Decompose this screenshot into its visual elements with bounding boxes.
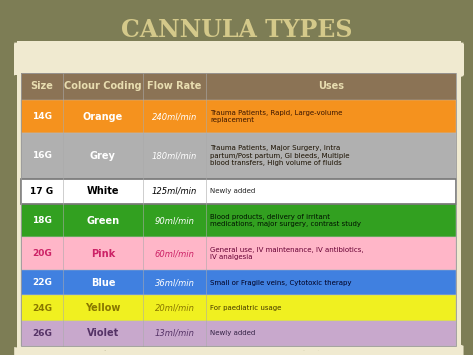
Bar — [21, 73, 456, 346]
Text: Newly added: Newly added — [210, 189, 255, 195]
Text: Grey: Grey — [90, 151, 116, 161]
Bar — [21, 270, 456, 295]
Text: Yellow: Yellow — [85, 303, 121, 313]
Text: 125ml/min: 125ml/min — [152, 187, 197, 196]
Bar — [17, 41, 461, 350]
Text: CANNULA TYPES: CANNULA TYPES — [121, 18, 352, 42]
Bar — [14, 44, 464, 75]
Text: Size: Size — [31, 81, 53, 92]
Text: For paediatric usage: For paediatric usage — [210, 305, 281, 311]
Text: 90ml/min: 90ml/min — [155, 216, 194, 225]
Text: Flow Rate: Flow Rate — [148, 81, 202, 92]
Text: 13ml/min: 13ml/min — [155, 329, 194, 338]
Text: 60ml/min: 60ml/min — [155, 249, 194, 258]
Bar — [21, 237, 456, 270]
Polygon shape — [14, 342, 464, 355]
Bar — [21, 73, 456, 100]
Text: 22G: 22G — [32, 278, 52, 287]
Text: Small or Fragile veins, Cytotoxic therapy: Small or Fragile veins, Cytotoxic therap… — [210, 280, 351, 286]
Bar — [21, 179, 456, 204]
Text: Trauma Patients, Rapid, Large-volume
replacement: Trauma Patients, Rapid, Large-volume rep… — [210, 110, 342, 123]
Text: Orange: Orange — [83, 111, 123, 122]
Text: 24G: 24G — [32, 304, 52, 313]
Text: General use, IV maintenance, IV antibiotics,
IV analgesia: General use, IV maintenance, IV antibiot… — [210, 247, 364, 260]
Text: 36ml/min: 36ml/min — [155, 278, 194, 287]
Text: Colour Coding: Colour Coding — [64, 81, 142, 92]
Text: Green: Green — [86, 215, 120, 225]
Text: Uses: Uses — [318, 81, 344, 92]
Bar — [21, 133, 456, 179]
Text: 240ml/min: 240ml/min — [152, 112, 197, 121]
Text: 26G: 26G — [32, 329, 52, 338]
Text: 16G: 16G — [32, 151, 52, 160]
Text: Newly added: Newly added — [210, 331, 255, 337]
Bar — [21, 100, 456, 133]
Text: 20G: 20G — [32, 249, 52, 258]
Bar — [21, 321, 456, 346]
Text: Pink: Pink — [91, 248, 115, 258]
Text: 14G: 14G — [32, 112, 52, 121]
Bar — [21, 295, 456, 321]
Text: Violet: Violet — [87, 328, 119, 338]
Text: Blood products, delivery of irritant
medications, major surgery, contrast study: Blood products, delivery of irritant med… — [210, 214, 361, 227]
Text: 20ml/min: 20ml/min — [155, 304, 194, 313]
Text: 17 G: 17 G — [30, 187, 53, 196]
Text: Trauma Patients, Major Surgery, Intra
partum/Post partum, GI bleeds, Multiple
bl: Trauma Patients, Major Surgery, Intra pa… — [210, 146, 350, 166]
Text: 180ml/min: 180ml/min — [152, 151, 197, 160]
Bar — [21, 204, 456, 237]
Text: White: White — [87, 186, 119, 196]
Bar — [21, 179, 456, 204]
Polygon shape — [14, 43, 464, 79]
Text: Blue: Blue — [91, 278, 115, 288]
Text: 18G: 18G — [32, 216, 52, 225]
